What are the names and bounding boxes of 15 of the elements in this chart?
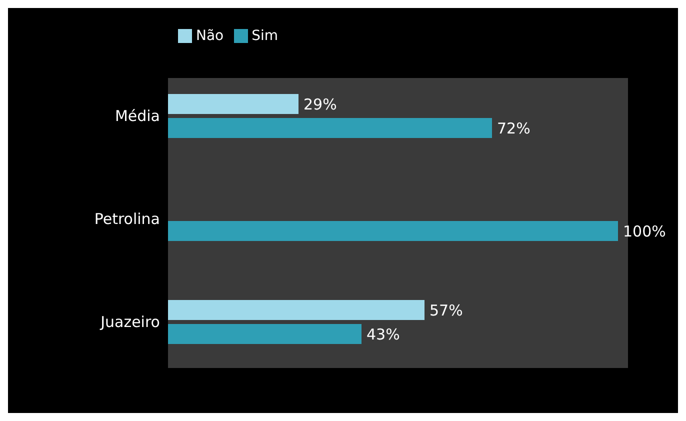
legend-label: Sim — [252, 28, 278, 44]
bar — [168, 118, 492, 138]
data-label: 29% — [304, 95, 337, 114]
legend-label: Não — [196, 28, 224, 44]
y-tick-label: Juazeiro — [100, 312, 160, 331]
bar — [168, 300, 424, 320]
data-label: 100% — [623, 222, 666, 240]
data-label: 57% — [430, 301, 463, 320]
y-tick-label: Média — [114, 106, 160, 125]
y-tick-label: Petrolina — [94, 210, 160, 228]
bar — [168, 94, 298, 114]
bar — [168, 324, 362, 344]
data-label: 43% — [366, 325, 400, 344]
bar — [168, 221, 618, 241]
data-label: 72% — [497, 119, 530, 138]
